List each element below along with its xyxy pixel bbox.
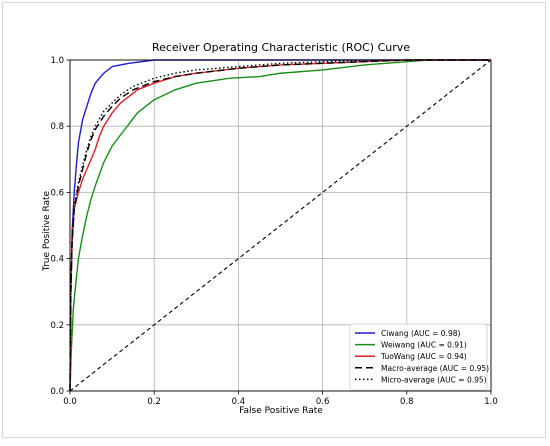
x-tick-label: 0.4 bbox=[232, 397, 246, 407]
x-tick-label: 0.6 bbox=[316, 397, 330, 407]
reference-diagonal-line bbox=[69, 59, 492, 392]
y-tick-label: 1.0 bbox=[50, 56, 64, 66]
x-tick-label: 1.0 bbox=[484, 397, 498, 407]
legend-label: Ciwang (AUC = 0.98) bbox=[381, 329, 460, 338]
legend-label: Micro-average (AUC = 0.95) bbox=[381, 375, 487, 384]
y-tick-label: 0.4 bbox=[50, 255, 64, 265]
axis-ticks: 0.0 0.2 0.4 0.6 0.8 1.0 0.0 0.2 0.4 0.6 0.8 1.0 bbox=[50, 56, 497, 407]
series-line-3 bbox=[69, 59, 491, 392]
y-tick-label: 0.2 bbox=[50, 321, 64, 331]
series-line-4 bbox=[69, 59, 491, 392]
legend-label: Weiwang (AUC = 0.91) bbox=[381, 341, 467, 350]
plot-frame bbox=[69, 59, 492, 392]
series-lines bbox=[69, 59, 492, 392]
legend-box bbox=[349, 323, 488, 391]
x-tick-label: 0.2 bbox=[147, 397, 161, 407]
legend-label: Macro-average (AUC = 0.95) bbox=[381, 364, 489, 373]
x-axis-label: False Positive Rate bbox=[239, 406, 323, 416]
x-tick-label: 0.0 bbox=[63, 397, 77, 407]
y-tick-label: 0.0 bbox=[50, 387, 64, 397]
x-tick-label: 0.8 bbox=[400, 397, 414, 407]
series-line-1 bbox=[69, 59, 491, 392]
legend: Ciwang (AUC = 0.98) Weiwang (AUC = 0.91) T… bbox=[349, 323, 489, 391]
y-tick-label: 0.6 bbox=[50, 188, 64, 198]
y-axis-label: True Positive Rate bbox=[42, 190, 52, 272]
y-tick-label: 0.8 bbox=[50, 122, 64, 132]
legend-label: TuoWang (AUC = 0.94) bbox=[380, 352, 467, 361]
chart-title: Receiver Operating Characteristic (ROC) … bbox=[152, 41, 410, 54]
